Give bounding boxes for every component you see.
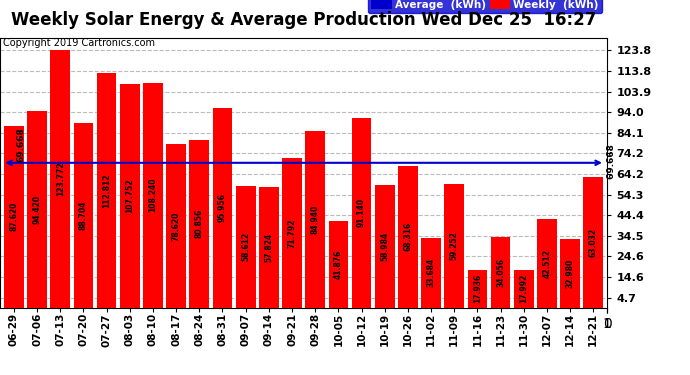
- Text: 87.620: 87.620: [10, 202, 19, 231]
- Text: 57.824: 57.824: [264, 233, 273, 262]
- Bar: [120, 84, 139, 308]
- Bar: [398, 166, 417, 308]
- Text: 17.936: 17.936: [473, 274, 482, 303]
- Bar: [537, 219, 557, 308]
- Text: 107.752: 107.752: [126, 178, 135, 213]
- Text: 108.240: 108.240: [148, 178, 157, 212]
- Text: Weekly Solar Energy & Average Production Wed Dec 25  16:27: Weekly Solar Energy & Average Production…: [11, 11, 596, 29]
- Text: 69.668: 69.668: [607, 144, 616, 182]
- Bar: [584, 177, 603, 308]
- Bar: [190, 140, 209, 308]
- Bar: [560, 239, 580, 308]
- Text: 33.684: 33.684: [426, 258, 435, 287]
- Bar: [468, 270, 487, 308]
- Bar: [491, 237, 511, 308]
- Text: 123.772: 123.772: [56, 162, 65, 196]
- Bar: [352, 118, 371, 308]
- Bar: [306, 131, 325, 308]
- Text: 112.812: 112.812: [102, 173, 111, 208]
- Bar: [97, 73, 117, 308]
- Bar: [166, 144, 186, 308]
- Text: 71.792: 71.792: [288, 218, 297, 248]
- Bar: [514, 270, 533, 308]
- Bar: [27, 111, 47, 308]
- Text: 80.856: 80.856: [195, 209, 204, 238]
- Bar: [259, 188, 279, 308]
- Text: 78.620: 78.620: [172, 211, 181, 240]
- Text: 17.992: 17.992: [520, 274, 529, 303]
- Bar: [375, 185, 395, 308]
- Text: 58.984: 58.984: [380, 232, 389, 261]
- Bar: [282, 158, 302, 308]
- Text: 69.668: 69.668: [17, 127, 26, 162]
- Text: Copyright 2019 Cartronics.com: Copyright 2019 Cartronics.com: [3, 38, 155, 48]
- Text: 42.512: 42.512: [542, 249, 551, 278]
- Text: 84.940: 84.940: [310, 205, 319, 234]
- Text: 41.876: 41.876: [334, 249, 343, 279]
- Bar: [236, 186, 255, 308]
- Bar: [74, 123, 93, 308]
- Bar: [444, 184, 464, 308]
- Bar: [143, 83, 163, 308]
- Text: 59.252: 59.252: [450, 231, 459, 260]
- Text: 68.316: 68.316: [404, 222, 413, 251]
- Text: 95.956: 95.956: [218, 194, 227, 222]
- Text: 32.980: 32.980: [566, 259, 575, 288]
- Text: 88.704: 88.704: [79, 201, 88, 230]
- Bar: [421, 237, 441, 308]
- Bar: [213, 108, 233, 307]
- Bar: [4, 126, 23, 308]
- Text: 63.032: 63.032: [589, 228, 598, 256]
- Text: 34.056: 34.056: [496, 258, 505, 286]
- Text: 94.420: 94.420: [32, 195, 41, 224]
- Legend: Average  (kWh), Weekly  (kWh): Average (kWh), Weekly (kWh): [368, 0, 602, 13]
- Text: 58.612: 58.612: [241, 232, 250, 261]
- Bar: [328, 220, 348, 308]
- Bar: [50, 50, 70, 308]
- Text: 91.140: 91.140: [357, 198, 366, 227]
